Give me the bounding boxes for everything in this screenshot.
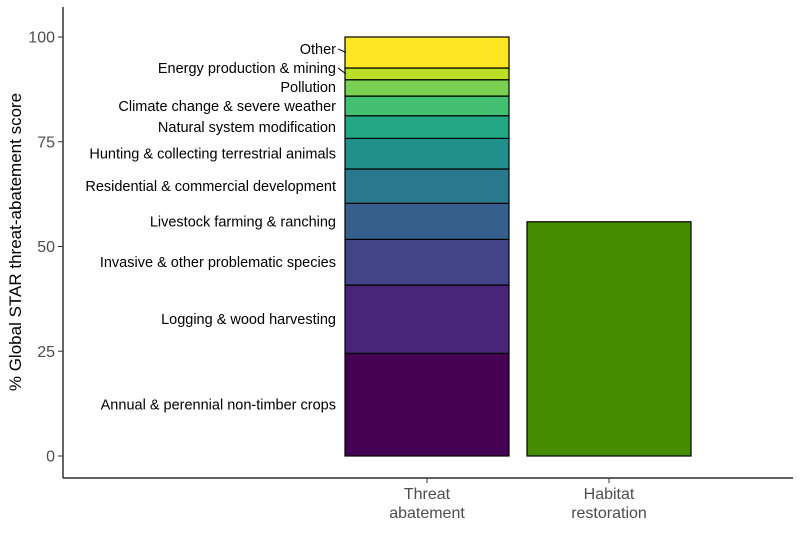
- leader-line: [337, 48, 347, 53]
- segment-label: Logging & wood harvesting: [161, 312, 336, 328]
- y-axis-title: % Global STAR threat-abatement score: [6, 93, 25, 391]
- bars: [344, 36, 692, 457]
- segment-label: Invasive & other problematic species: [100, 255, 336, 271]
- segment-labels: Annual & perennial non-timber crops Loggi…: [85, 42, 347, 414]
- stack-segment: [344, 352, 510, 457]
- x-ticks: Threat abatement Habitat restoration: [389, 478, 647, 522]
- x-tick-label-line1: Habitat: [584, 486, 635, 503]
- stack-segment: [344, 137, 510, 170]
- segment-label: Energy production & mining: [158, 61, 336, 77]
- stack-segment: [344, 284, 510, 354]
- segment-label: Livestock farming & ranching: [150, 214, 336, 230]
- y-tick-label: 0: [46, 449, 55, 466]
- x-tick-label-line1: Threat: [404, 486, 451, 503]
- restoration-bar: [526, 221, 692, 457]
- y-axis: 0 25 50 75 100 % Global STAR threat-abatemen…: [6, 7, 64, 478]
- x-axis: Threat abatement Habitat restoration: [63, 477, 793, 522]
- y-tick-label: 25: [37, 344, 55, 361]
- y-tick-label: 50: [37, 239, 55, 256]
- stack-segment: [344, 67, 510, 81]
- y-tick-label: 75: [37, 134, 55, 151]
- x-tick-label-line2: restoration: [571, 505, 647, 522]
- stack-segment: [344, 79, 510, 97]
- x-tick-label-line2: abatement: [389, 505, 465, 522]
- stack-segment: [344, 36, 510, 69]
- y-tick-label: 100: [28, 30, 55, 47]
- segment-label: Pollution: [280, 80, 336, 96]
- segment-label: Natural system modification: [158, 120, 336, 136]
- segment-label: Other: [300, 42, 336, 58]
- stack-segment: [344, 168, 510, 204]
- segment-label: Hunting & collecting terrestrial animals: [89, 147, 336, 163]
- stack-segment: [344, 238, 510, 286]
- y-ticks: 0 25 50 75 100: [28, 30, 63, 466]
- stack-segment: [344, 95, 510, 117]
- segment-label: Annual & perennial non-timber crops: [101, 398, 336, 414]
- stack-segment: [344, 202, 510, 240]
- segment-label: Climate change & severe weather: [118, 99, 336, 115]
- stack-segment: [344, 115, 510, 139]
- leader-line: [337, 67, 347, 75]
- segment-label: Residential & commercial development: [85, 179, 336, 195]
